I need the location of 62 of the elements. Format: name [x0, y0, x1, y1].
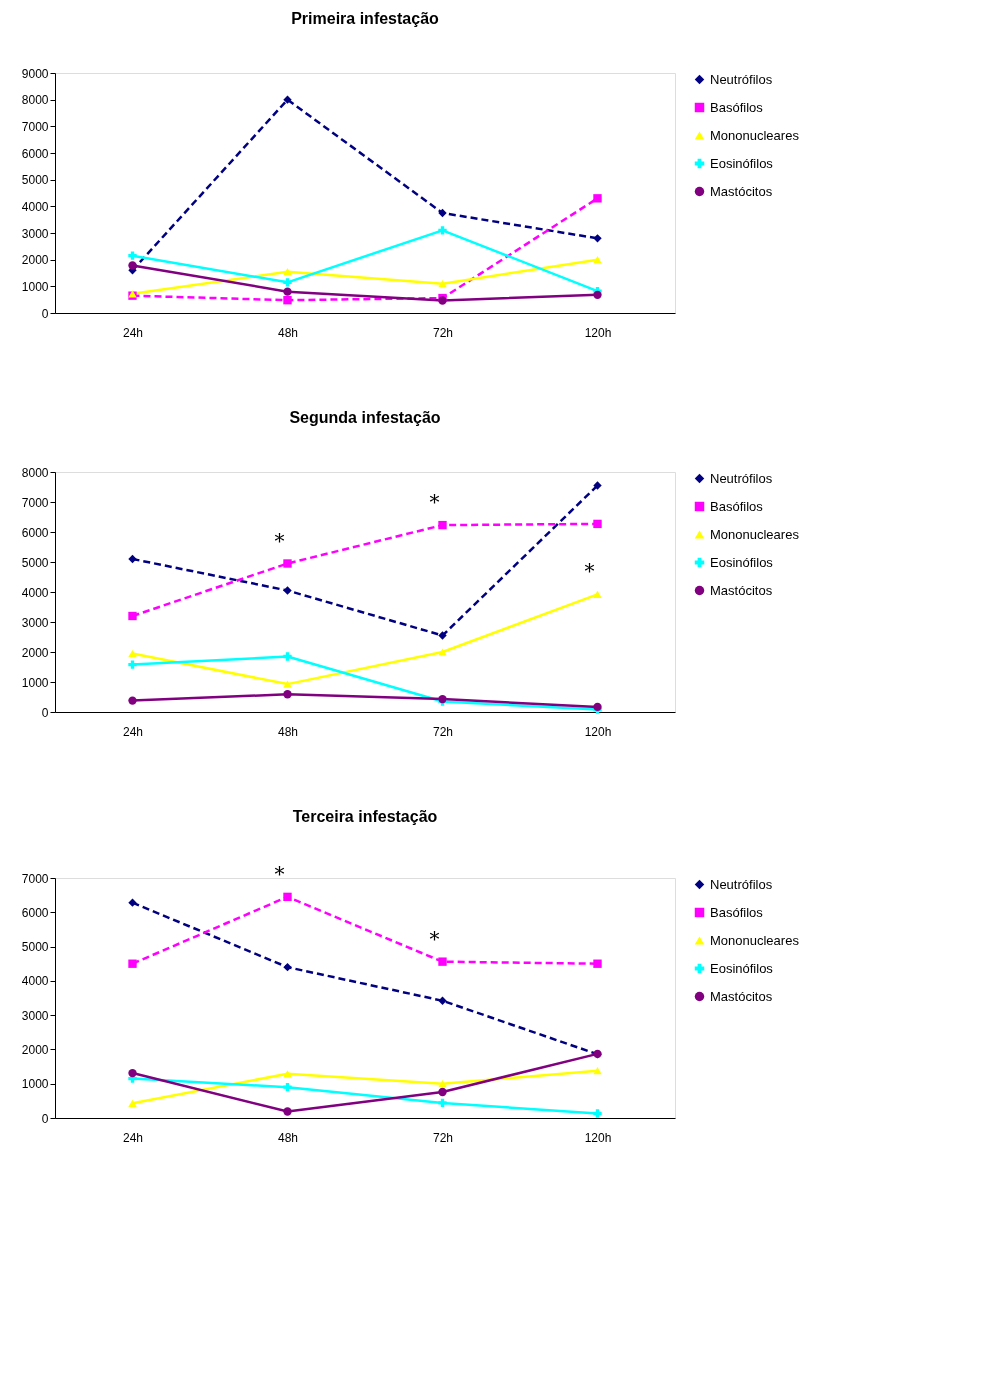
x-tick-label: 24h [122, 724, 144, 739]
y-tick-label: 1000 [21, 1077, 49, 1092]
y-tick-label: 0 [41, 1111, 49, 1126]
x-tick-label: 24h [122, 325, 144, 340]
x-tick-label: 72h [432, 325, 454, 340]
chart-title: Terceira infestação [292, 807, 438, 825]
x-tick-label: 72h [432, 1130, 454, 1145]
x-tick-label: 24h [122, 1130, 144, 1145]
y-tick-label: 4000 [21, 585, 49, 600]
chart-title: Primeira infestação [291, 10, 440, 27]
legend-label: Basófilos [710, 498, 764, 514]
y-tick-label: 5000 [21, 940, 49, 955]
y-tick-label: 1000 [21, 675, 49, 690]
legend-label: Neutrófilos [710, 470, 773, 486]
annotation: * [274, 861, 285, 886]
y-tick-label: 2000 [21, 645, 49, 660]
legend-label: Mononucleares [710, 127, 800, 143]
annotation: * [429, 490, 440, 515]
y-tick-label: 8000 [21, 465, 49, 480]
x-tick-label: 72h [432, 724, 454, 739]
y-tick-label: 4000 [21, 974, 49, 989]
y-tick-label: 7000 [21, 119, 49, 134]
y-tick-label: 2000 [21, 1042, 49, 1057]
legend-label: Eosinófilos [710, 554, 774, 570]
y-tick-label: 6000 [21, 905, 49, 920]
chart-title: Segunda infestação [289, 409, 441, 426]
legend-label: Mononucleares [710, 932, 800, 948]
legend-label: Mastócitos [710, 988, 773, 1004]
legend-label: Neutrófilos [710, 876, 773, 892]
y-tick-label: 9000 [21, 66, 49, 81]
annotation: * [429, 926, 440, 951]
y-tick-label: 5000 [21, 555, 49, 570]
x-tick-label: 120h [584, 1130, 612, 1145]
legend-label: Mastócitos [710, 183, 773, 199]
y-tick-label: 8000 [21, 93, 49, 108]
legend-label: Neutrófilos [710, 71, 773, 87]
y-tick-label: 6000 [21, 525, 49, 540]
y-tick-label: 0 [41, 705, 49, 720]
x-tick-label: 48h [277, 1130, 299, 1145]
x-tick-label: 48h [277, 724, 299, 739]
legend-label: Eosinófilos [710, 155, 774, 171]
legend-label: Basófilos [710, 904, 764, 920]
legend-label: Eosinófilos [710, 960, 774, 976]
y-tick-label: 1000 [21, 279, 49, 294]
y-tick-label: 3000 [21, 226, 49, 241]
y-tick-label: 0 [41, 306, 49, 321]
legend-label: Mastócitos [710, 582, 773, 598]
y-tick-label: 5000 [21, 173, 49, 188]
annotation: * [274, 528, 285, 553]
y-tick-label: 7000 [21, 495, 49, 510]
annotation: * [584, 559, 595, 584]
x-tick-label: 48h [277, 325, 299, 340]
y-tick-label: 3000 [21, 615, 49, 630]
x-tick-label: 120h [584, 325, 612, 340]
x-tick-label: 120h [584, 724, 612, 739]
y-tick-label: 7000 [21, 871, 49, 886]
y-tick-label: 6000 [21, 146, 49, 161]
y-tick-label: 3000 [21, 1008, 49, 1023]
y-tick-label: 4000 [21, 199, 49, 214]
legend-label: Basófilos [710, 99, 764, 115]
y-tick-label: 2000 [21, 253, 49, 268]
legend-label: Mononucleares [710, 526, 800, 542]
